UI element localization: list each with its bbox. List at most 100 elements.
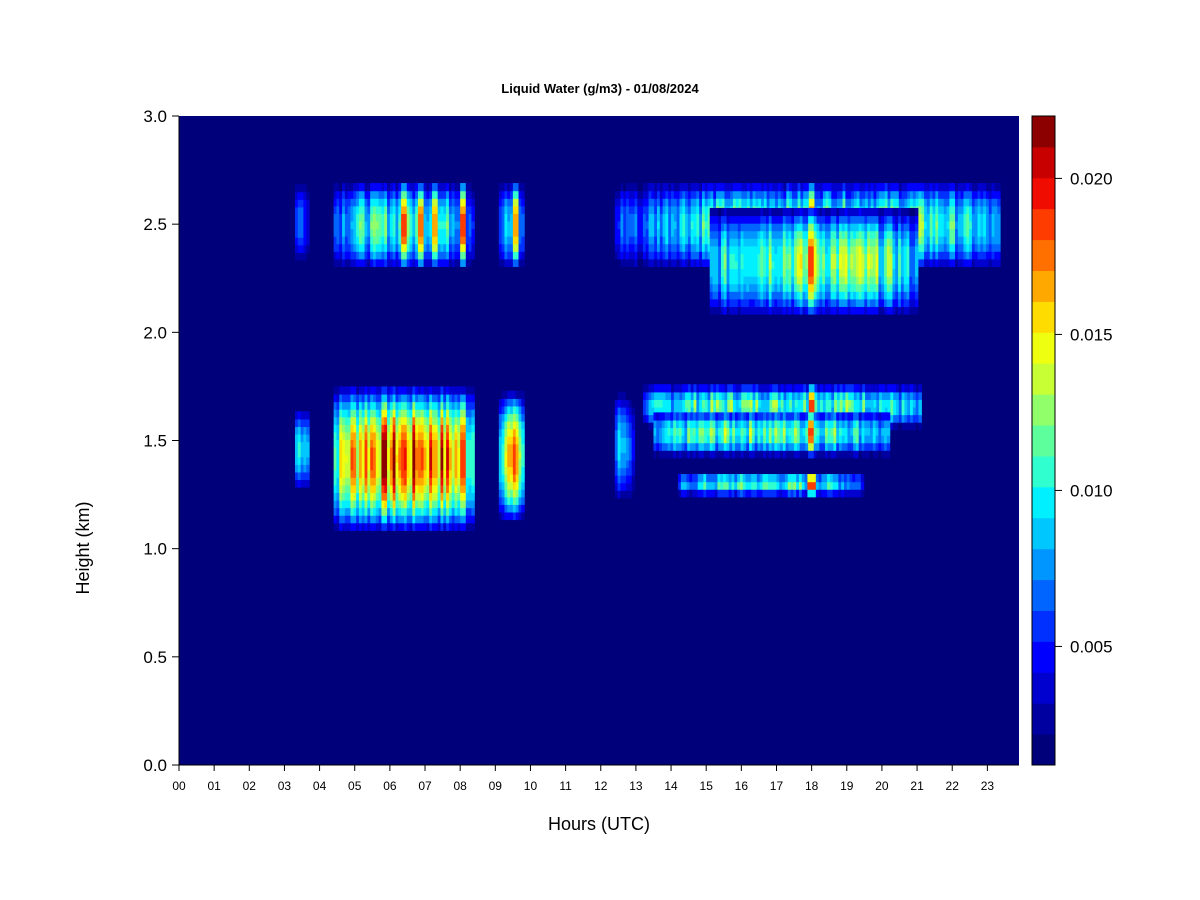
heatmap-cell-layer-11 <box>808 198 813 207</box>
heatmap-cell-layer-5 <box>855 450 860 459</box>
heatmap-cell-layer-1 <box>403 409 408 418</box>
heatmap-cell-layer-5 <box>670 412 674 421</box>
heatmap-cell-layer-1 <box>429 469 433 478</box>
heatmap-cell-layer-1 <box>353 409 357 418</box>
heatmap-cell-layer-1 <box>426 469 430 478</box>
heatmap-cell-layer-11 <box>957 190 962 199</box>
heatmap-cell-layer-8 <box>446 205 450 214</box>
heatmap-cell-layer-4 <box>668 391 672 400</box>
heatmap-cell-layer-5 <box>853 442 857 451</box>
heatmap-cell-layer-5 <box>678 419 683 429</box>
heatmap-cell-layer-8 <box>418 213 422 222</box>
heatmap-cell-layer-4 <box>867 391 872 400</box>
heatmap-cell-layer-11 <box>904 183 908 192</box>
heatmap-cell-layer-8 <box>392 236 397 245</box>
heatmap-cell-layer-8 <box>384 213 388 222</box>
heatmap-cell-layer-1 <box>358 454 363 463</box>
heatmap-cell-layer-6 <box>776 481 780 490</box>
heatmap-cell-layer-3 <box>628 399 633 408</box>
heatmap-cell-layer-5 <box>729 442 733 451</box>
heatmap-cell-layer-5 <box>808 419 812 429</box>
heatmap-cell-layer-8 <box>370 183 374 192</box>
heatmap-cell-layer-5 <box>824 419 829 429</box>
heatmap-cell-layer-11 <box>924 183 928 192</box>
heatmap-cell-layer-11 <box>744 190 748 199</box>
heatmap-cell-layer-5 <box>749 442 753 451</box>
heatmap-cell-layer-1 <box>353 446 357 456</box>
heatmap-cell-layer-5 <box>684 427 688 436</box>
heatmap-cell-layer-6 <box>779 481 783 490</box>
heatmap-cell-layer-8 <box>468 236 473 245</box>
heatmap-cell-layer-1 <box>395 416 399 425</box>
heatmap-cell-layer-12 <box>712 223 716 232</box>
heatmap-cell-layer-1 <box>462 386 467 395</box>
heatmap-cell-layer-4 <box>901 422 906 431</box>
heatmap-cell-layer-1 <box>375 515 380 524</box>
heatmap-cell-layer-1 <box>378 409 383 418</box>
heatmap-cell-layer-12 <box>735 268 739 277</box>
heatmap-cell-layer-2 <box>507 466 511 475</box>
heatmap-cell-layer-8 <box>412 236 416 245</box>
heatmap-cell-layer-6 <box>821 489 825 498</box>
heatmap-cell-layer-3 <box>631 482 636 491</box>
heatmap-cell-layer-5 <box>718 435 722 444</box>
heatmap-cell-layer-1 <box>426 484 430 494</box>
heatmap-cell-layer-5 <box>791 442 795 451</box>
heatmap-cell-layer-3 <box>614 482 619 491</box>
heatmap-cell-layer-11 <box>685 258 689 267</box>
heatmap-cell-layer-10 <box>628 205 633 214</box>
heatmap-cell-layer-11 <box>921 205 925 214</box>
heatmap-cell-layer-9 <box>515 205 520 214</box>
heatmap-cell-layer-5 <box>853 450 857 459</box>
heatmap-cell-layer-8 <box>415 228 419 237</box>
heatmap-cell-layer-5 <box>847 435 851 444</box>
heatmap-cell-layer-7 <box>303 199 307 208</box>
heatmap-cell-layer-6 <box>821 474 825 483</box>
heatmap-cell-layer-5 <box>709 412 714 421</box>
heatmap-cell-layer-5 <box>701 427 705 436</box>
heatmap-cell-layer-2 <box>498 443 503 452</box>
heatmap-cell-layer-12 <box>712 253 716 262</box>
heatmap-cell-layer-12 <box>715 291 719 300</box>
heatmap-cell-layer-1 <box>350 507 354 516</box>
heatmap-cell-layer-11 <box>836 190 841 199</box>
heatmap-cell-layer-4 <box>811 391 816 400</box>
heatmap-cell-layer-5 <box>763 450 767 459</box>
heatmap-cell-layer-1 <box>418 515 422 524</box>
heatmap-cell-layer-1 <box>350 439 354 448</box>
heatmap-cell-layer-5 <box>822 427 826 436</box>
heatmap-cell-layer-5 <box>799 419 804 429</box>
heatmap-cell-layer-8 <box>333 243 338 252</box>
heatmap-cell-layer-5 <box>678 435 683 444</box>
heatmap-cell-layer-3 <box>614 414 619 423</box>
heatmap-cell-layer-3 <box>620 437 624 446</box>
heatmap-cell-layer-1 <box>358 499 363 509</box>
heatmap-cell-layer-4 <box>710 384 714 393</box>
heatmap-cell-layer-8 <box>364 190 368 199</box>
heatmap-cell-layer-5 <box>690 427 694 436</box>
heatmap-cell-layer-5 <box>706 450 711 459</box>
heatmap-cell-layer-4 <box>730 391 734 400</box>
heatmap-cell-layer-12 <box>720 283 725 292</box>
heatmap-cell-layer-2 <box>507 390 511 399</box>
heatmap-cell-layer-1 <box>420 386 425 395</box>
heatmap-cell-layer-1 <box>460 393 464 403</box>
heatmap-cell-layer-11 <box>994 243 998 252</box>
heatmap-cell-layer-11 <box>977 183 981 192</box>
heatmap-cell-layer-12 <box>715 215 719 224</box>
heatmap-cell-layer-8 <box>373 213 377 222</box>
heatmap-cell-layer-8 <box>418 243 422 252</box>
heatmap-cell-layer-8 <box>446 228 450 237</box>
heatmap-cell-layer-4 <box>904 384 908 393</box>
heatmap-cell-layer-2 <box>498 436 503 445</box>
heatmap-cell-layer-5 <box>861 435 865 444</box>
heatmap-cell-layer-11 <box>985 183 990 192</box>
heatmap-cell-layer-11 <box>983 190 987 199</box>
heatmap-cell-layer-3 <box>617 475 622 484</box>
heatmap-cell-layer-2 <box>507 428 511 437</box>
heatmap-cell-layer-9 <box>498 198 503 207</box>
heatmap-cell-layer-11 <box>960 183 965 192</box>
heatmap-cell-layer-1 <box>429 446 433 456</box>
heatmap-cell-layer-11 <box>949 213 953 222</box>
heatmap-cell-layer-2 <box>515 428 520 437</box>
